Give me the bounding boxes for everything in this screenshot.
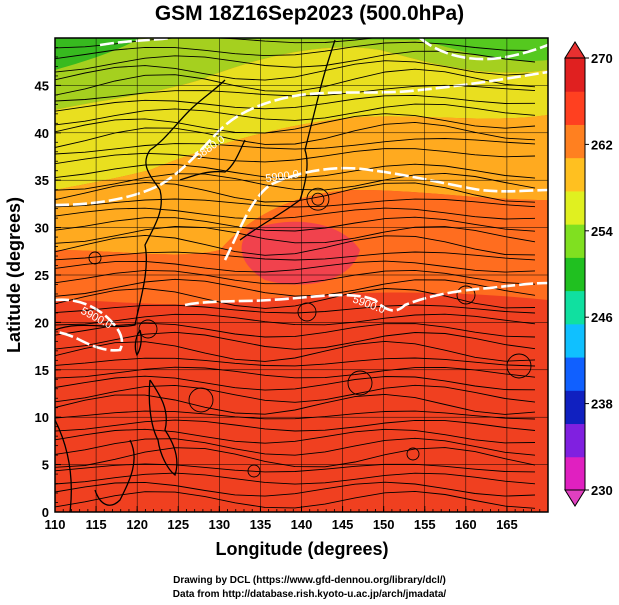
x-tick-label: 130 [208,517,230,532]
colorbar-segment [565,290,585,325]
x-tick-label: 140 [291,517,313,532]
y-tick-label: 25 [35,268,49,283]
x-axis-label: Longitude (degrees) [215,539,388,559]
colorbar-tick-label: 254 [591,224,613,239]
y-tick-label: 20 [35,315,49,330]
y-tick-label: 0 [42,505,49,520]
colorbar-tick-label: 238 [591,397,613,412]
y-tick-label: 35 [35,173,49,188]
colorbar-segment [565,157,585,192]
y-tick-label: 10 [35,410,49,425]
footer-credit-drawing: Drawing by DCL (https://www.gfd-dennou.o… [173,575,446,586]
y-tick-label: 40 [35,126,49,141]
colorbar [564,41,586,507]
colorbar-tick-label: 246 [591,310,613,325]
y-tick-label: 5 [42,458,49,473]
map-title: GSM 18Z16Sep2023 (500.0hPa) [154,2,465,25]
colorbar-tick-label: 262 [591,137,613,152]
x-tick-label: 135 [250,517,272,532]
colorbar-segment [565,357,585,391]
colorbar-segment [565,124,585,159]
x-tick-label: 120 [126,517,148,532]
colorbar-segment [565,91,585,125]
x-tick-label: 145 [332,517,354,532]
x-tick-label: 125 [167,517,189,532]
y-axis-label: Latitude (degrees) [4,197,24,353]
y-axis-ticks: 0 5 10 15 20 25 30 35 40 45 [35,37,61,520]
x-axis-ticks: 110 115 120 125 130 135 140 145 150 155 160 165 [45,506,549,532]
x-tick-label: 165 [496,517,518,532]
colorbar-segment [565,423,585,458]
colorbar-segment [565,456,585,491]
colorbar-min-arrow [564,489,586,507]
colorbar-segment [565,224,585,258]
x-tick-label: 110 [45,517,66,532]
colorbar-segment [565,323,585,358]
y-tick-label: 15 [35,363,49,378]
y-tick-label: 45 [35,78,49,93]
colorbar-segment [565,58,585,92]
x-tick-label: 150 [373,517,395,532]
footer-credit-data: Data from http://database.rish.kyoto-u.a… [172,589,447,600]
x-tick-label: 160 [455,517,477,532]
colorbar-segment [565,257,585,292]
colorbar-tick-label: 230 [591,483,613,498]
colorbar-max-arrow [564,41,586,59]
temperature-field [55,38,548,512]
colorbar-segment [565,190,585,225]
x-tick-label: 155 [414,517,436,532]
colorbar-segment [565,390,585,425]
colorbar-tick-label: 270 [591,51,613,66]
y-tick-label: 30 [35,221,49,236]
x-tick-label: 115 [86,517,107,532]
contour-label: 5900.0 [265,168,300,185]
colorbar-ticks: 230 238 246 254 262 270 [585,51,613,498]
